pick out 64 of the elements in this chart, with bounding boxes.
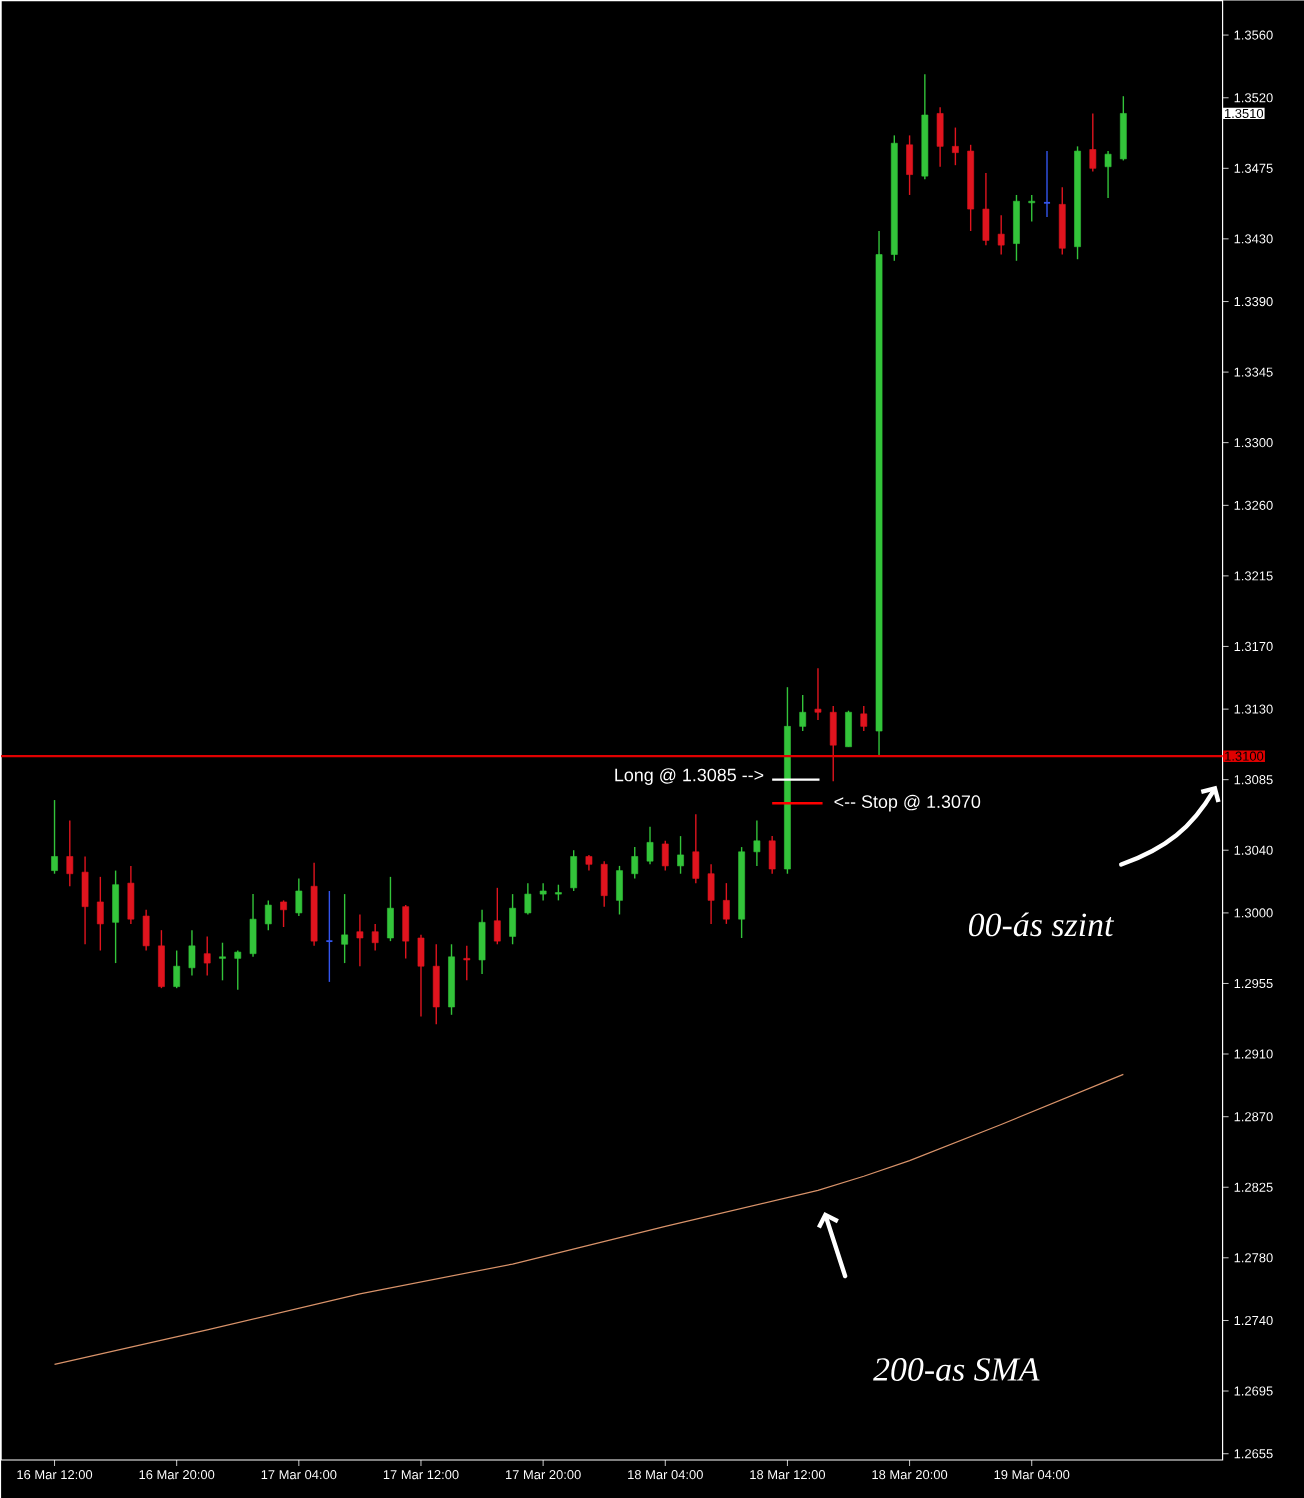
candlestick [81, 855, 89, 945]
candlestick [218, 942, 226, 982]
candlestick [676, 835, 684, 875]
candlestick [692, 813, 699, 884]
annotation: 00-ás szint [968, 912, 1114, 937]
candlestick [1042, 150, 1051, 218]
candlestick [432, 943, 440, 1025]
candlestick [203, 935, 211, 977]
candlestick [249, 893, 257, 958]
candlestick [50, 799, 58, 875]
candlestick [356, 913, 363, 967]
candlestick [157, 929, 165, 989]
candlestick [493, 887, 501, 945]
candlestick [707, 863, 715, 925]
candlestick [478, 909, 486, 975]
candlestick [951, 126, 959, 166]
candlestick [814, 667, 822, 721]
candlestick [463, 945, 470, 982]
candlestick [417, 934, 425, 1018]
candlestick [615, 865, 623, 916]
candlestick [341, 893, 348, 964]
candlestick [371, 923, 379, 952]
candlestick [279, 899, 287, 928]
candlestick [127, 865, 134, 925]
candlestick [799, 694, 806, 732]
candlestick [844, 710, 852, 748]
candlestick [600, 860, 608, 908]
candlestick [722, 882, 730, 925]
candlestick [905, 134, 913, 196]
candlestick [829, 705, 837, 782]
candlestick [96, 876, 104, 952]
candlestick [1119, 95, 1127, 162]
candlestick [111, 869, 119, 964]
annotation: <-- Stop @ 1.3070 [834, 794, 980, 812]
candlestick [1012, 194, 1020, 262]
candlestick [646, 826, 654, 866]
candlestick [768, 835, 776, 875]
candlestick [188, 929, 196, 977]
candlestick [264, 899, 272, 931]
candlestick [508, 893, 516, 945]
candlestick [997, 214, 1005, 256]
candlestick [539, 882, 547, 902]
candlestick [524, 882, 531, 916]
candlestick [142, 909, 150, 952]
candlestick [386, 876, 394, 942]
candlestick [860, 705, 867, 732]
candlestick [295, 877, 302, 917]
candlestick [982, 172, 989, 246]
candlestick [631, 846, 638, 880]
candlestick [753, 819, 760, 867]
annotation: 200-as SMA [872, 1358, 1040, 1381]
candlestick [570, 849, 577, 892]
candlestick [936, 106, 944, 168]
candlestick [1089, 112, 1096, 173]
candlestick [234, 949, 241, 991]
candlestick [173, 949, 180, 989]
candlestick [1058, 186, 1066, 256]
candlestick [66, 819, 73, 887]
candlestick [325, 890, 334, 983]
candlestick [1028, 194, 1035, 223]
candlestick [1104, 150, 1112, 199]
candlestick [661, 840, 669, 872]
annotation: Long @ 1.3085 --> [615, 768, 763, 785]
candlestick [402, 904, 409, 960]
